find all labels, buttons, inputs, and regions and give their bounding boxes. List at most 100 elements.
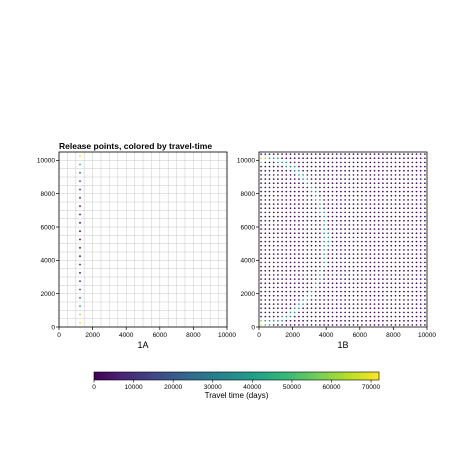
release-point [344,224,346,226]
release-point [356,165,359,168]
release-point [302,199,304,201]
release-point [260,165,262,168]
release-point [411,153,414,155]
release-point [361,319,363,322]
release-point [390,257,393,260]
release-point [285,303,288,305]
release-point [424,319,426,322]
release-point [348,244,351,247]
release-point [335,294,338,297]
release-point [411,178,414,180]
release-point [424,307,426,310]
release-point [268,215,271,218]
release-point [403,169,405,172]
release-point [285,186,288,189]
release-point [398,199,401,201]
release-point [361,199,363,201]
release-point [369,311,372,314]
release-point [302,169,304,172]
release-point [272,294,275,297]
release-point [369,299,372,301]
release-point [377,190,380,193]
release-point [411,207,414,210]
release-point [415,303,418,305]
release-point [356,265,359,268]
release-point [348,161,351,164]
release-point [407,161,409,164]
release-point [386,311,388,314]
y-tick-label: 0 [51,324,55,331]
release-point [377,315,380,318]
release-point [424,290,426,293]
release-point [361,249,363,251]
release-point [340,324,342,326]
release-point [289,169,292,172]
release-point [285,315,288,318]
release-point [285,219,288,222]
release-point [419,286,422,289]
release-point [310,299,313,301]
release-point [344,265,346,268]
release-point [327,307,330,310]
release-point [348,307,351,310]
release-point [327,261,330,264]
release-point [390,299,393,301]
release-point [285,236,288,239]
release-point [373,257,376,260]
release-point [377,161,380,164]
release-point [382,294,384,297]
release-point [403,215,405,218]
release-point [407,194,409,197]
release-point [281,207,283,210]
release-point [365,228,367,230]
release-point [310,199,313,201]
y-tick-label: 10000 [37,158,55,165]
release-point [277,174,279,176]
release-point [298,182,300,185]
release-point [310,315,313,318]
release-point [377,290,380,293]
release-point [289,315,292,318]
release-point [365,169,367,172]
panel-1b-axes: 0 2000 4000 6000 8000 10000020004000600080001… [237,158,436,339]
release-point [344,290,346,293]
release-point [373,194,376,197]
release-point [289,194,292,197]
release-point [327,203,330,205]
release-point [361,236,363,239]
release-point [382,265,384,268]
release-point [344,319,346,322]
release-point [260,240,262,243]
release-point [356,282,359,285]
release-point [264,174,267,176]
release-point [398,294,401,297]
release-point [310,182,313,185]
release-point [340,232,342,235]
release-point [398,244,401,247]
release-point [394,153,397,155]
release-point [377,207,380,210]
release-point [340,190,342,193]
release-point [281,261,283,264]
release-point [407,215,409,218]
release-point [390,311,393,314]
release-point [361,232,363,235]
release-point [373,153,376,155]
release-point [268,190,271,193]
release-point [386,186,388,189]
y-tick-label: 4000 [41,258,56,265]
release-point [306,161,309,164]
release-point [277,215,279,218]
release-point [335,153,338,155]
release-point [415,207,418,210]
release-point [403,319,405,322]
release-point [411,219,414,222]
release-point [268,282,271,285]
release-point [403,290,405,293]
release-point [386,315,388,318]
release-point [335,169,338,172]
release-point [281,169,283,172]
release-point [361,157,363,160]
panel-1b-points [260,153,426,326]
release-point [369,290,372,293]
